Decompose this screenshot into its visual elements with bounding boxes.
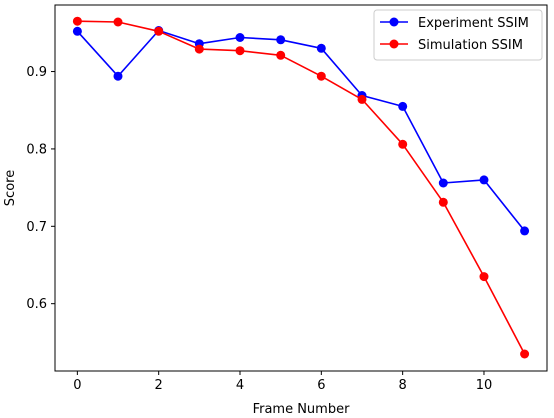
- data-point-simulation-ssim: [479, 272, 489, 282]
- data-point-experiment-ssim: [479, 175, 489, 185]
- y-tick-label: 0.8: [26, 142, 47, 157]
- x-tick-label: 8: [399, 378, 407, 393]
- y-tick-label: 0.7: [26, 220, 47, 235]
- legend-marker-experiment: [389, 17, 399, 27]
- data-point-experiment-ssim: [438, 178, 448, 188]
- data-point-experiment-ssim: [398, 101, 408, 111]
- x-tick-label: 2: [155, 378, 163, 393]
- data-point-experiment-ssim: [276, 35, 286, 45]
- series-line-experiment-ssim: [76, 29, 526, 232]
- legend-marker-simulation: [389, 39, 399, 49]
- x-tick-label: 6: [317, 378, 325, 393]
- y-tick-label: 0.9: [26, 65, 47, 80]
- legend-label-simulation: Simulation SSIM: [418, 38, 523, 53]
- x-axis-label: Frame Number: [253, 402, 351, 417]
- data-point-experiment-ssim: [113, 71, 123, 81]
- data-point-experiment-ssim: [235, 33, 245, 42]
- legend: Experiment SSIM Simulation SSIM: [373, 9, 543, 61]
- series-layer: [72, 16, 530, 359]
- x-tick-label: 4: [236, 378, 244, 393]
- legend-box: [373, 9, 543, 61]
- y-tick-label: 0.6: [26, 297, 47, 312]
- x-tick-label: 0: [73, 378, 81, 393]
- data-point-simulation-ssim: [235, 46, 245, 56]
- series-line-simulation-ssim: [77, 20, 526, 355]
- data-point-simulation-ssim: [316, 71, 326, 81]
- data-point-experiment-ssim: [72, 26, 82, 36]
- data-point-simulation-ssim: [154, 26, 164, 36]
- data-point-simulation-ssim: [520, 349, 530, 359]
- data-point-simulation-ssim: [398, 139, 408, 149]
- data-point-simulation-ssim: [276, 50, 286, 60]
- x-tick-label: 10: [476, 378, 493, 393]
- data-point-simulation-ssim: [357, 94, 367, 104]
- axes-frame: [54, 4, 548, 372]
- y-axis-label: Score: [3, 170, 18, 206]
- legend-label-experiment: Experiment SSIM: [418, 16, 529, 31]
- y-ticks: 0.6 0.7 0.8 0.9: [26, 65, 55, 312]
- data-point-experiment-ssim: [316, 43, 326, 53]
- data-point-experiment-ssim: [520, 226, 530, 236]
- data-point-simulation-ssim: [194, 44, 204, 54]
- data-point-simulation-ssim: [113, 17, 123, 27]
- x-ticks: 0 2 4 6 8 10: [73, 371, 492, 393]
- data-point-simulation-ssim: [438, 197, 448, 207]
- data-point-simulation-ssim: [72, 16, 82, 26]
